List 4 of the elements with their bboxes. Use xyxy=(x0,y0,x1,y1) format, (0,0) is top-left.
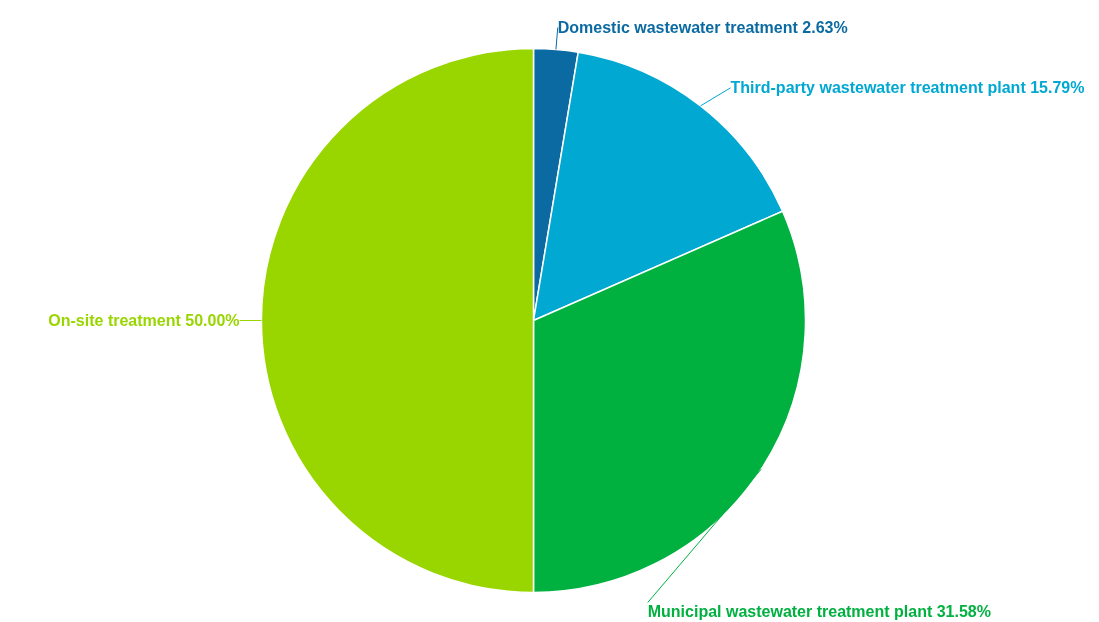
slice-label: On-site treatment 50.00% xyxy=(48,312,240,329)
slice-label: Domestic wastewater treatment 2.63% xyxy=(557,19,848,36)
slice-label: Third-party wastewater treatment plant 15.79% xyxy=(730,79,1085,97)
slice-label: Municipal wastewater treatment plant 31.58% xyxy=(647,602,991,620)
